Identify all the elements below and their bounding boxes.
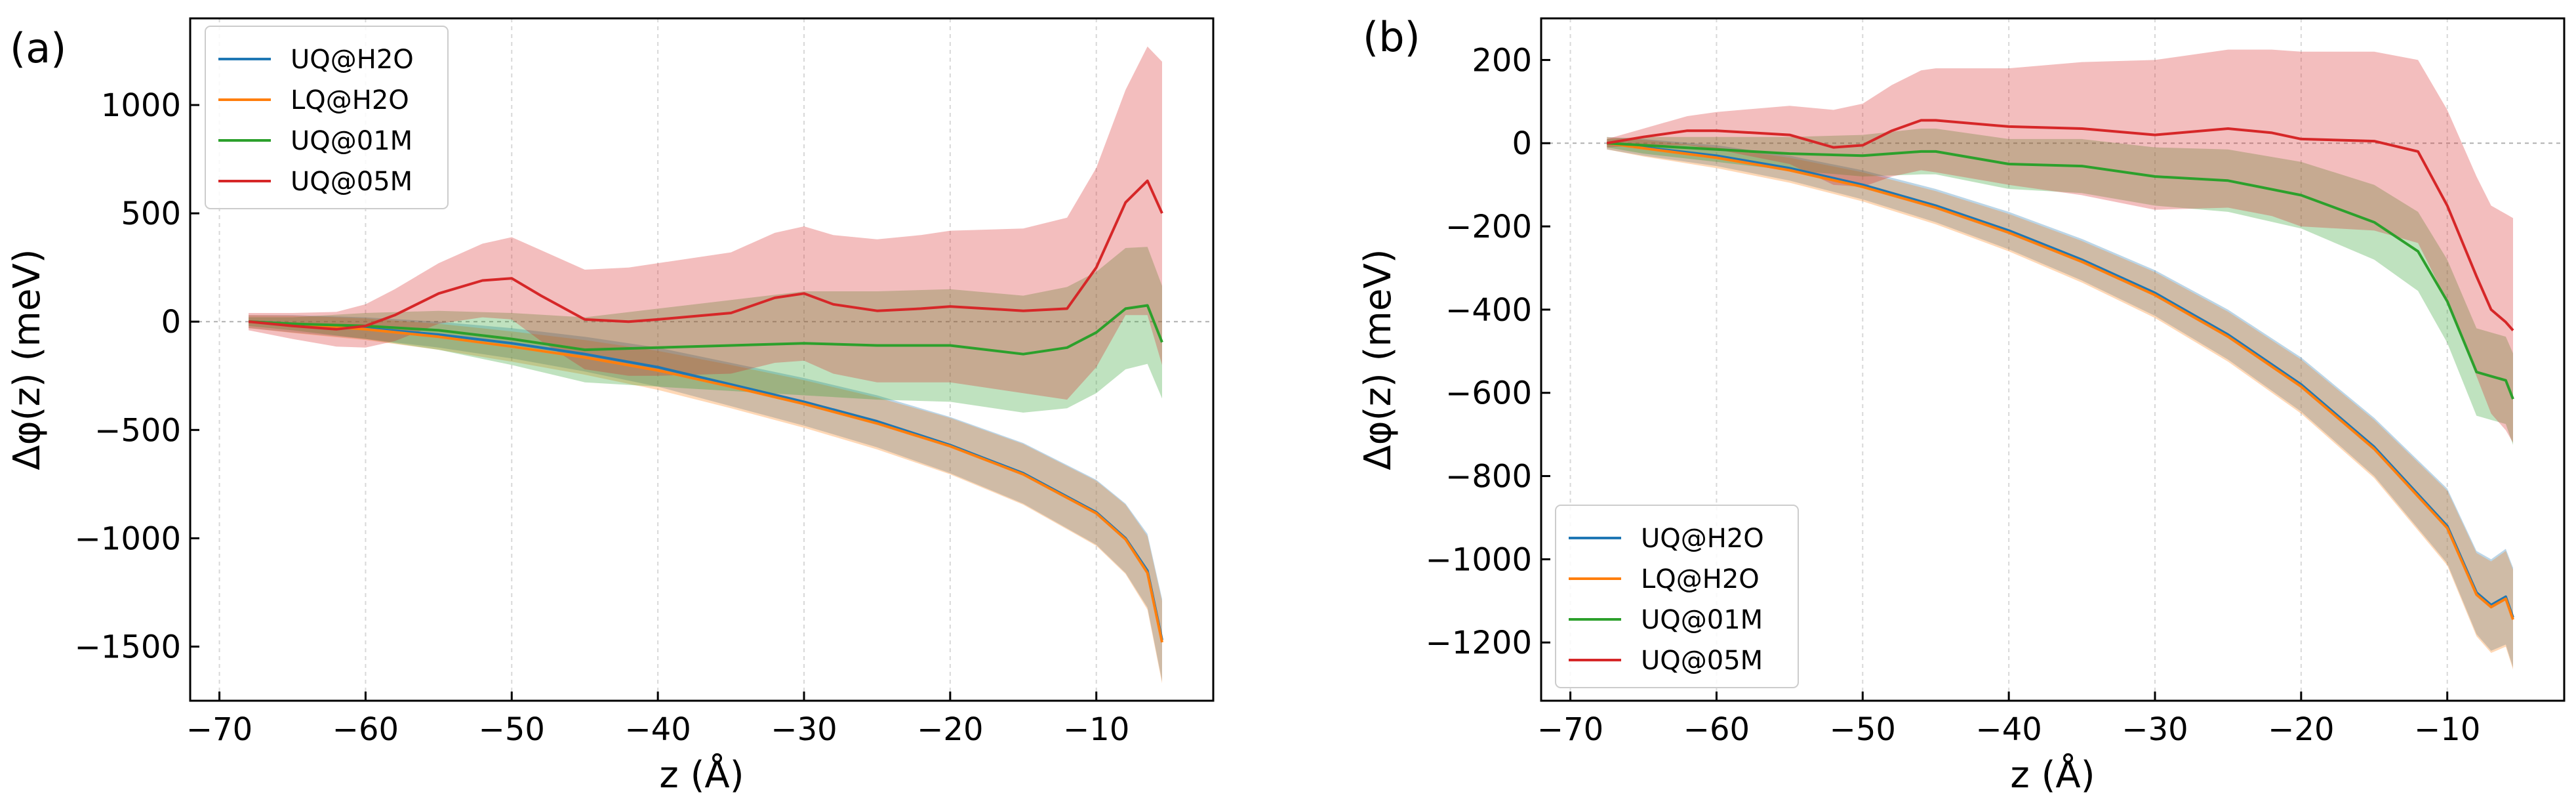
panel-b-xtick-label: −30: [2122, 711, 2188, 748]
panel-b-legend-box: [1555, 505, 1799, 688]
panel-b-line-uq-01m: [1607, 142, 2514, 400]
panel-a-xtick-label: −40: [624, 711, 691, 748]
panel-a-legend-label-uq-05m: UQ@05M: [291, 167, 413, 197]
panel-b-line-uq-h2o: [1607, 142, 2514, 618]
panel-b-ytick-label: −400: [1445, 292, 1532, 329]
panel-a-legend-label-uq-h2o: UQ@H2O: [291, 45, 414, 75]
panel-b-legend-label-lq-h2o: LQ@H2O: [1641, 564, 1760, 594]
panel-a-line-uq-05m: [248, 179, 1163, 331]
panel-b-ytick-label: −600: [1445, 375, 1532, 412]
panel-a-legend-box: [205, 26, 449, 209]
panel-a-xtick-label: −10: [1063, 711, 1129, 748]
panel-b-ytick-label: 0: [1512, 125, 1532, 162]
panel-b-band-lq-h2o: [1607, 136, 2513, 670]
panel-a-band-uq-h2o: [249, 315, 1163, 682]
panel-b: −70 −60 −50 −40 −30 −20 −10 −1200 −1000 −800 −600 −…: [1357, 13, 2566, 797]
panel-a-xtick-label: −60: [332, 711, 399, 748]
panel-b-xlabel: z (Å): [2010, 753, 2095, 797]
panel-b-label: (b): [1363, 13, 1420, 61]
panel-a-line-lq-h2o: [248, 320, 1163, 643]
panel-a-legend-label-lq-h2o: LQ@H2O: [291, 85, 409, 115]
panel-b-band-uq-01m: [1607, 129, 2513, 445]
panel-b-legend-label-uq-01m: UQ@01M: [1641, 605, 1763, 635]
panel-a-xtick-label: −70: [186, 711, 252, 748]
panel-a-ytick-label: −1000: [75, 520, 181, 557]
panel-a-ytick-label: 1000: [101, 87, 181, 124]
panel-a-legend-label-uq-01m: UQ@01M: [291, 126, 413, 156]
panel-a-xtick-label: −30: [771, 711, 837, 748]
panel-a-ylabel: Δφ(z) (meV): [6, 249, 49, 470]
panel-a-ytick-label: −1500: [75, 629, 181, 665]
panel-a-plot-area: [248, 46, 1163, 684]
panel-a: −70 −60 −50 −40 −30 −20 −10 −1500 −1000 −500 0 500 1…: [6, 17, 1215, 797]
panel-b-xtick-label: −20: [2268, 711, 2334, 748]
panel-b-ylabel: Δφ(z) (meV): [1357, 249, 1399, 470]
panel-b-xtick-label: −10: [2414, 711, 2480, 748]
panel-b-xtick-label: −50: [1830, 711, 1896, 748]
panel-a-ytick-label: 500: [121, 196, 181, 232]
panel-b-xtick-label: −40: [1975, 711, 2042, 748]
panel-a-legend: UQ@H2O LQ@H2O UQ@01M UQ@05M: [205, 26, 449, 209]
panel-a-line-uq-01m: [249, 304, 1163, 356]
panel-b-frame: [1540, 17, 2566, 702]
panel-a-xtick-label: −20: [917, 711, 983, 748]
panel-a-band-uq-01m: [249, 247, 1163, 413]
panel-b-ytick-label: −1000: [1426, 541, 1532, 578]
panel-b-legend-label-uq-h2o: UQ@H2O: [1641, 524, 1764, 554]
panel-a-band-uq-05m: [249, 46, 1163, 400]
panel-b-legend: UQ@H2O LQ@H2O UQ@01M UQ@05M: [1555, 505, 1799, 688]
panel-a-label: (a): [10, 24, 66, 72]
panel-a-ytick-label: −500: [94, 412, 181, 449]
panel-b-xtick-label: −70: [1537, 711, 1603, 748]
panel-b-legend-label-uq-05m: UQ@05M: [1641, 646, 1763, 676]
panel-b-plot-area: [1606, 49, 2514, 670]
panel-a-frame: [189, 17, 1215, 702]
panel-b-xtick-label: −60: [1683, 711, 1750, 748]
panel-b-band-uq-h2o: [1607, 136, 2513, 668]
panel-a-xlabel: z (Å): [659, 753, 744, 797]
panel-b-ytick-label: −800: [1445, 459, 1532, 495]
panel-b-ytick-label: 200: [1472, 42, 1532, 79]
panel-b-line-lq-h2o: [1607, 142, 2514, 620]
panel-b-ytick-label: −1200: [1426, 625, 1532, 661]
panel-a-xtick-label: −50: [479, 711, 545, 748]
panel-b-ytick-label: −200: [1445, 209, 1532, 245]
panel-a-band-lq-h2o: [249, 315, 1163, 684]
panel-b-line-uq-05m: [1606, 119, 2514, 331]
panel-a-ytick-label: 0: [161, 304, 181, 341]
